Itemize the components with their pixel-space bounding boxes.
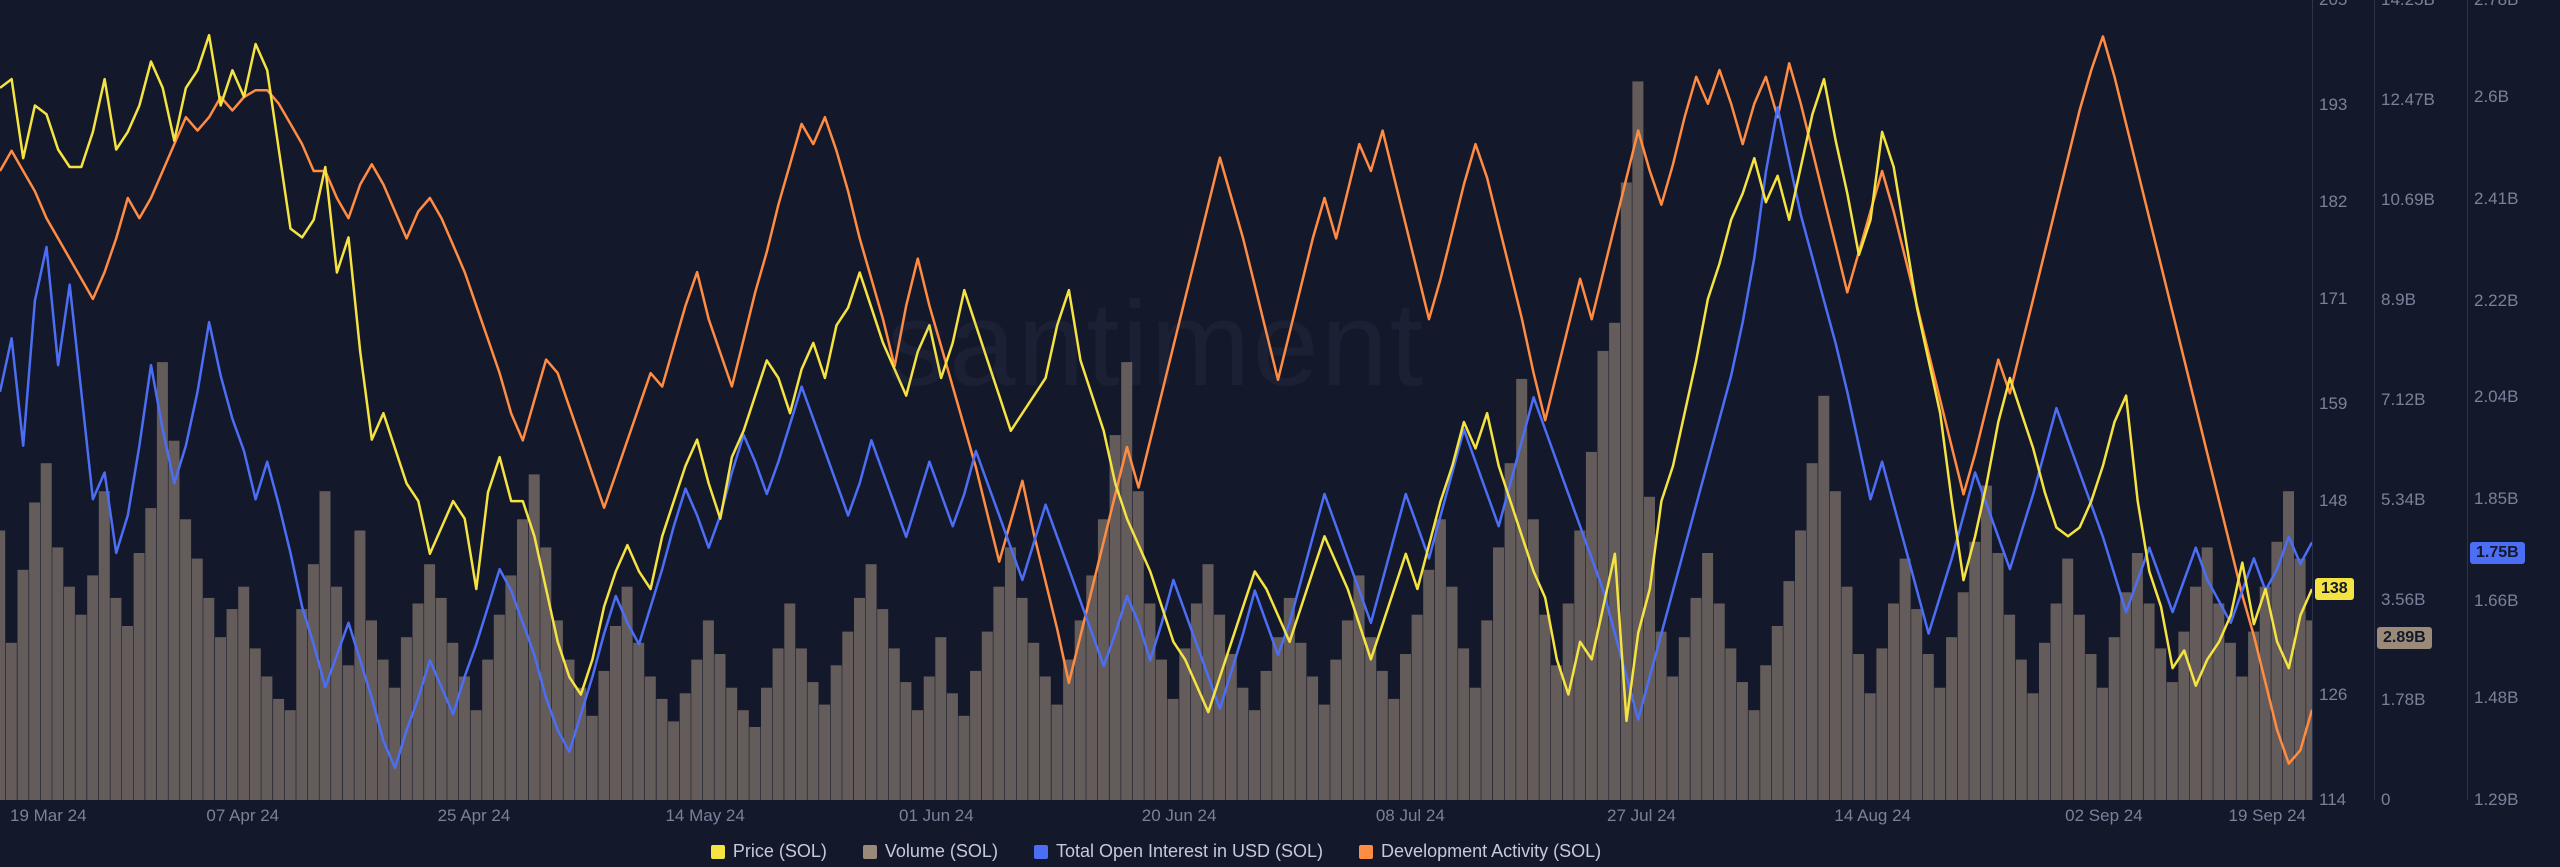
x-axis-tick: 20 Jun 24 xyxy=(1142,806,1217,826)
axis-tick: 7.12B xyxy=(2381,390,2425,410)
axis-tick: 1.78B xyxy=(2381,690,2425,710)
legend-label: Total Open Interest in USD (SOL) xyxy=(1056,841,1323,862)
legend-label: Development Activity (SOL) xyxy=(1381,841,1601,862)
x-axis-tick: 08 Jul 24 xyxy=(1376,806,1445,826)
x-axis-dates: 19 Mar 24 07 Apr 24 25 Apr 24 14 May 24 01 J… xyxy=(0,800,2312,832)
axis-tick: 2.78B xyxy=(2474,0,2518,10)
current-value-badge: 1.75B xyxy=(2470,542,2525,564)
axis-tick: 10.69B xyxy=(2381,190,2435,210)
x-axis-tick: 25 Apr 24 xyxy=(438,806,511,826)
axis-tick: 2.41B xyxy=(2474,189,2518,209)
y-axis-price: 205193182171159148138126114138 xyxy=(2312,0,2374,800)
legend-label: Volume (SOL) xyxy=(885,841,998,862)
axis-tick: 1.85B xyxy=(2474,489,2518,509)
y-axis-open-interest: 2.78B 2.6B 2.41B 2.22B 2.04B 1.85B 1.66B 1.48B 1… xyxy=(2467,0,2560,800)
x-axis-tick: 01 Jun 24 xyxy=(899,806,974,826)
legend-swatch-icon xyxy=(1034,845,1048,859)
axis-tick: 182 xyxy=(2319,192,2347,212)
axis-tick: 2.22B xyxy=(2474,291,2518,311)
legend-item-volume[interactable]: Volume (SOL) xyxy=(863,841,998,862)
axis-tick: 205 xyxy=(2319,0,2347,10)
x-axis-tick: 27 Jul 24 xyxy=(1607,806,1676,826)
y-axis-volume: 14.25B 12.47B 10.69B 8.9B 7.12B 5.34B 3.56B 1.7… xyxy=(2374,0,2467,800)
axis-tick: 12.47B xyxy=(2381,90,2435,110)
x-axis-tick: 07 Apr 24 xyxy=(206,806,279,826)
current-value-badge: 138 xyxy=(2315,578,2354,600)
current-value-badge: 2.89B xyxy=(2377,627,2432,649)
axis-tick: 1.48B xyxy=(2474,688,2518,708)
chart-legend: Price (SOL) Volume (SOL) Total Open Inte… xyxy=(0,836,2312,867)
axis-tick: 193 xyxy=(2319,95,2347,115)
chart-plot: santiment xyxy=(0,0,2312,800)
legend-swatch-icon xyxy=(1359,845,1373,859)
axis-tick: 2.04B xyxy=(2474,387,2518,407)
x-axis-tick: 02 Sep 24 xyxy=(2065,806,2143,826)
axis-tick: 148 xyxy=(2319,491,2347,511)
axis-tick: 5.34B xyxy=(2381,490,2425,510)
axis-tick: 0 xyxy=(2381,790,2390,810)
legend-item-dev[interactable]: Development Activity (SOL) xyxy=(1359,841,1601,862)
axis-tick: 14.25B xyxy=(2381,0,2435,10)
legend-swatch-icon xyxy=(711,845,725,859)
axis-tick: 126 xyxy=(2319,685,2347,705)
axis-tick: 159 xyxy=(2319,394,2347,414)
legend-item-price[interactable]: Price (SOL) xyxy=(711,841,827,862)
axis-tick: 171 xyxy=(2319,289,2347,309)
legend-item-oi[interactable]: Total Open Interest in USD (SOL) xyxy=(1034,841,1323,862)
axis-tick: 8.9B xyxy=(2381,290,2416,310)
x-axis-tick: 14 May 24 xyxy=(665,806,744,826)
x-axis-tick: 19 Sep 24 xyxy=(2228,806,2306,826)
x-axis-tick: 14 Aug 24 xyxy=(1834,806,1911,826)
x-axis-tick: 19 Mar 24 xyxy=(10,806,87,826)
legend-label: Price (SOL) xyxy=(733,841,827,862)
axis-tick: 1.66B xyxy=(2474,591,2518,611)
axis-tick: 1.29B xyxy=(2474,790,2518,810)
legend-swatch-icon xyxy=(863,845,877,859)
axis-tick: 114 xyxy=(2319,790,2346,810)
axis-tick: 3.56B xyxy=(2381,590,2425,610)
axis-tick: 2.6B xyxy=(2474,87,2509,107)
